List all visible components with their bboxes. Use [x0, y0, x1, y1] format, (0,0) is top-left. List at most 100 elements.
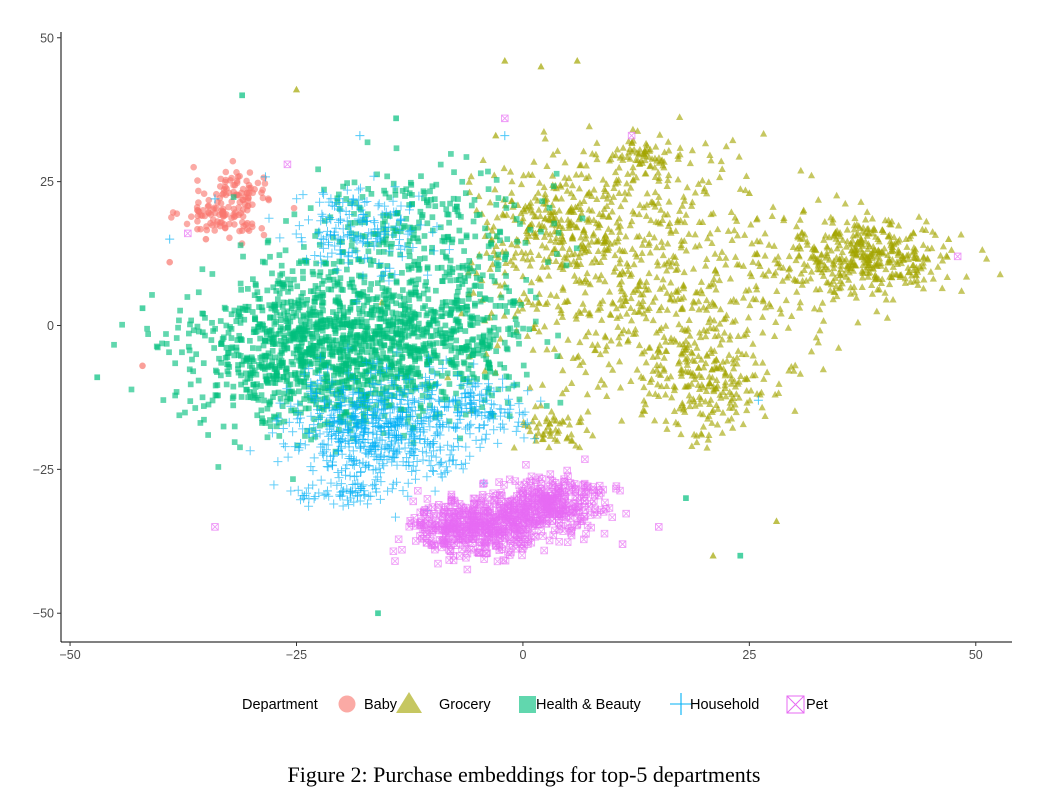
data-point [517, 180, 526, 188]
data-point [855, 224, 864, 231]
data-point [645, 389, 653, 397]
data-point [374, 331, 381, 337]
data-point [495, 404, 505, 414]
data-point [240, 358, 247, 365]
data-point [476, 334, 483, 341]
data-point [307, 288, 314, 295]
data-point [775, 380, 783, 387]
data-point [716, 340, 724, 348]
data-point [554, 429, 562, 436]
data-point [420, 305, 426, 311]
data-point [212, 190, 220, 198]
data-point [653, 243, 661, 251]
data-point [256, 362, 262, 368]
data-point [440, 334, 446, 341]
data-point [279, 403, 286, 409]
data-point [752, 282, 760, 289]
data-point [333, 415, 343, 425]
data-point [607, 311, 615, 319]
data-point [368, 419, 378, 429]
data-point [861, 237, 870, 245]
data-point [431, 196, 438, 203]
data-point [461, 275, 468, 281]
data-point [231, 352, 238, 359]
data-point [302, 254, 312, 264]
data-point [676, 207, 684, 214]
data-point [373, 302, 379, 309]
data-point [354, 349, 360, 356]
data-point [369, 171, 379, 181]
data-point [389, 453, 399, 463]
data-point [294, 283, 301, 290]
data-point [559, 265, 567, 273]
data-point [655, 177, 663, 184]
data-point [731, 400, 739, 408]
data-point [816, 326, 824, 334]
data-point [375, 368, 385, 378]
data-point [205, 401, 212, 408]
data-point [288, 298, 294, 305]
data-point [529, 300, 537, 308]
data-point [446, 219, 452, 226]
data-point [364, 491, 374, 501]
data-point [430, 431, 440, 441]
data-point [714, 225, 722, 233]
data-point [525, 298, 533, 305]
data-point [456, 380, 466, 390]
data-point [165, 234, 175, 244]
data-point [230, 402, 237, 409]
data-point [298, 362, 305, 369]
data-point [195, 328, 202, 335]
data-point [351, 415, 361, 425]
data-point [313, 415, 323, 425]
data-point [355, 183, 365, 193]
data-point [409, 201, 416, 207]
data-point [691, 372, 699, 379]
data-point [739, 294, 748, 301]
data-point [456, 407, 466, 417]
data-point [594, 383, 602, 390]
data-point [816, 305, 824, 313]
data-point [847, 246, 855, 254]
data-point [847, 258, 855, 265]
data-point [370, 362, 377, 369]
data-point [903, 251, 911, 259]
data-point [367, 286, 373, 293]
data-point [405, 201, 415, 211]
data-point [371, 475, 381, 485]
data-point [408, 461, 418, 471]
data-point [237, 336, 244, 343]
data-point [635, 341, 644, 349]
data-point [561, 174, 569, 181]
data-point [576, 161, 584, 169]
data-point [491, 278, 498, 284]
data-point [313, 401, 319, 408]
data-point [339, 378, 345, 385]
data-point [451, 394, 461, 404]
data-point [573, 245, 580, 252]
data-point [663, 289, 671, 296]
data-point [881, 289, 889, 296]
data-point [200, 310, 207, 317]
data-point [873, 285, 882, 293]
data-point [603, 195, 611, 202]
data-point [350, 358, 357, 365]
data-point [457, 323, 464, 330]
data-point [695, 364, 703, 371]
data-point [380, 350, 386, 357]
data-point [749, 340, 757, 347]
data-point [264, 287, 271, 294]
data-point [381, 315, 388, 322]
data-point [348, 404, 358, 414]
data-point [343, 196, 350, 202]
data-point [271, 390, 278, 396]
data-point [297, 491, 307, 501]
data-point [839, 236, 847, 243]
data-point [543, 345, 551, 353]
data-point [894, 221, 903, 229]
data-point [477, 298, 484, 305]
data-point [591, 346, 599, 354]
data-point [304, 297, 311, 303]
data-point [481, 367, 489, 374]
data-point [542, 228, 550, 236]
